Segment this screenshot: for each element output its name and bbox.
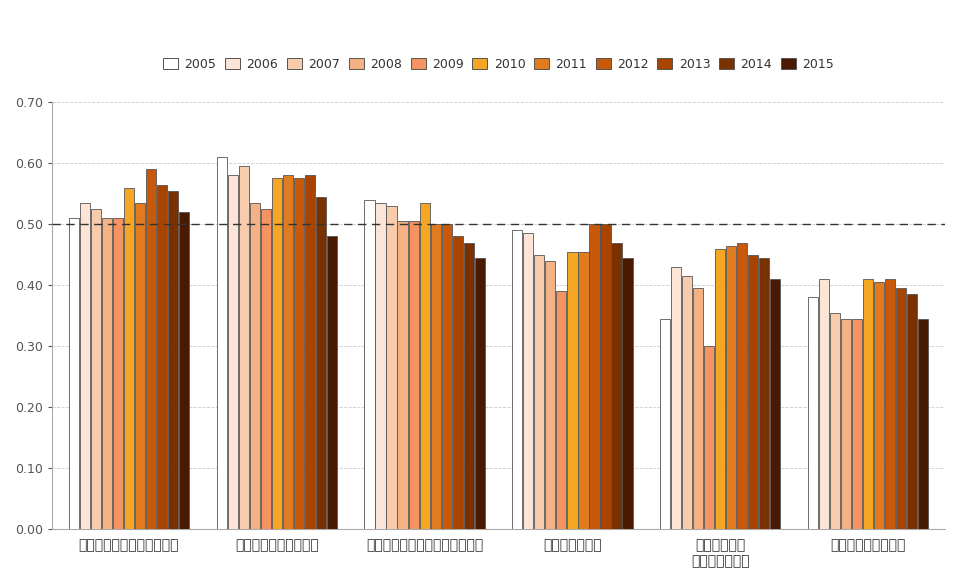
Bar [737,243,748,529]
Bar [863,279,874,529]
Bar [600,224,611,529]
Bar [918,319,928,529]
Bar [513,230,522,529]
Bar [622,258,633,529]
Bar [228,175,238,529]
Legend: 2005, 2006, 2007, 2008, 2009, 2010, 2011, 2012, 2013, 2014, 2015: 2005, 2006, 2007, 2008, 2009, 2010, 2011… [158,53,839,76]
Bar [261,209,271,529]
Bar [896,289,906,529]
Bar [179,212,189,529]
Bar [282,175,293,529]
Bar [168,191,178,529]
Bar [304,175,315,529]
Bar [874,282,884,529]
Bar [693,289,704,529]
Bar [715,248,726,529]
Bar [217,157,227,529]
Bar [442,224,452,529]
Bar [365,200,374,529]
Bar [397,221,408,529]
Bar [523,233,534,529]
Bar [819,279,829,529]
Bar [113,218,123,529]
Bar [80,203,90,529]
Bar [759,258,769,529]
Bar [102,218,112,529]
Bar [535,255,544,529]
Bar [69,218,79,529]
Bar [589,224,600,529]
Bar [907,294,917,529]
Bar [146,169,156,529]
Bar [660,319,670,529]
Bar [294,178,304,529]
Bar [464,243,473,529]
Bar [567,252,578,529]
Bar [578,252,588,529]
Bar [671,267,682,529]
Bar [387,206,396,529]
Bar [726,245,736,529]
Bar [770,279,780,529]
Bar [124,188,134,529]
Bar [409,221,419,529]
Bar [239,166,249,529]
Bar [748,255,758,529]
Bar [272,178,282,529]
Bar [316,196,325,529]
Bar [452,237,463,529]
Bar [841,319,852,529]
Bar [885,279,896,529]
Bar [134,203,145,529]
Bar [612,243,621,529]
Bar [474,258,485,529]
Bar [91,209,101,529]
Bar [852,319,862,529]
Bar [430,224,441,529]
Bar [557,292,566,529]
Bar [808,297,818,529]
Bar [250,203,260,529]
Bar [683,276,692,529]
Bar [326,237,337,529]
Bar [420,203,430,529]
Bar [545,261,556,529]
Bar [830,312,840,529]
Bar [156,184,167,529]
Bar [705,346,714,529]
Bar [375,203,386,529]
